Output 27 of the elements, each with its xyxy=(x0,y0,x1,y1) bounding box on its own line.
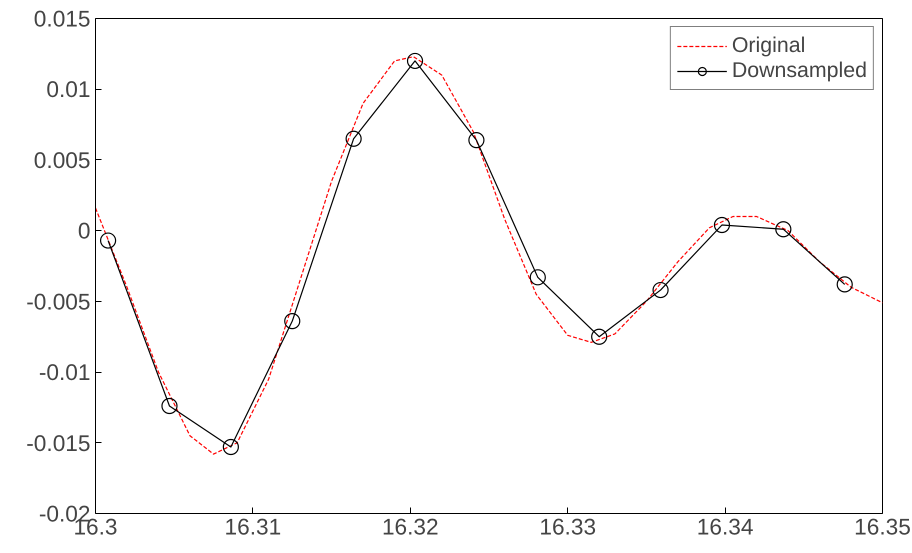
point xyxy=(346,130,362,147)
x-tick-label: 16.33 xyxy=(539,514,596,540)
x-tick-label: 16.34 xyxy=(696,514,754,540)
y-tick-label: 0.01 xyxy=(46,76,91,102)
point xyxy=(836,276,853,292)
point xyxy=(100,232,116,249)
legend-label: Downsampled xyxy=(732,58,867,83)
point xyxy=(222,438,239,456)
point xyxy=(530,269,546,286)
x-tick-label: 16.35 xyxy=(854,514,911,540)
y-tick-label: 0 xyxy=(78,218,91,244)
point xyxy=(591,328,608,345)
legend-label: Original xyxy=(732,33,806,58)
point xyxy=(652,282,669,298)
y-tick-label: 0.005 xyxy=(34,146,91,173)
point xyxy=(714,216,730,234)
y-tick-label: -0.01 xyxy=(38,359,90,386)
point xyxy=(775,221,792,238)
point xyxy=(406,52,424,70)
x-tick-label: 16.31 xyxy=(224,514,282,540)
x-tick-label: 16.32 xyxy=(382,514,439,540)
y-tick-label: -0.015 xyxy=(26,430,91,456)
y-tick-label: 0.015 xyxy=(34,6,91,32)
point xyxy=(468,132,485,148)
y-tick-label: -0.005 xyxy=(26,288,91,314)
point xyxy=(161,398,178,414)
point xyxy=(284,313,300,330)
